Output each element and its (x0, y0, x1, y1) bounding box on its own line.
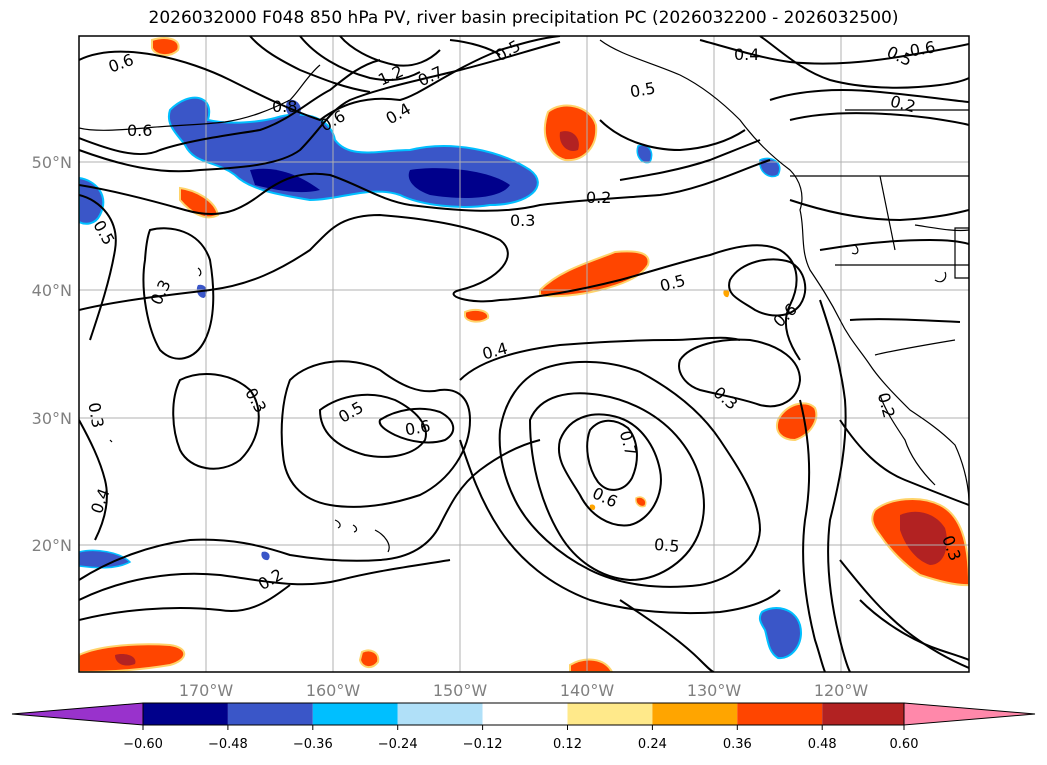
colorbar-tick-label: 0.36 (723, 737, 752, 752)
pv-contours (79, 36, 969, 672)
lon-label-130w: 130°W (687, 681, 742, 700)
lat-label-20n: 20°N (32, 536, 72, 555)
colorbar-frame (142, 702, 905, 726)
figure-title: 2026032000 F048 850 hPa PV, river basin … (148, 8, 899, 28)
map-frame (78, 35, 970, 673)
colorbar-swatch (482, 703, 568, 725)
contour-label: 0.6 (403, 416, 431, 439)
colorbar-swatch (822, 703, 908, 725)
colorbar-tick-label: −0.48 (208, 737, 248, 752)
colorbar-tick-label: 0.24 (638, 737, 667, 752)
colorbar: −0.60 −0.48 −0.36 −0.24 −0.12 0.12 0.24 … (11, 702, 1036, 752)
contour-label: 0.5 (628, 78, 656, 101)
latitude-labels: 50°N 40°N 30°N 20°N (32, 153, 72, 555)
map-content: 0.6 0.6 0.8 0.6 0.4 1.2 0.7 0.5 0.4 0.6 … (79, 36, 969, 672)
contour-label: 0.8 (272, 97, 297, 116)
colorbar-swatch (143, 703, 228, 725)
colorbar-tick-label: −0.60 (123, 737, 163, 752)
colorbar-swatch (397, 703, 483, 725)
lon-label-160w: 160°W (306, 681, 361, 700)
lon-label-140w: 140°W (560, 681, 615, 700)
colorbar-tick-label: 0.48 (808, 737, 837, 752)
lat-label-40n: 40°N (32, 281, 72, 300)
contour-label: 0.6 (908, 37, 936, 60)
contour-label: 0.3 (84, 401, 107, 429)
colorbar-tick-label: −0.36 (293, 737, 333, 752)
colorbar-tick-label: −0.12 (463, 737, 503, 752)
gridlines (79, 36, 969, 672)
contour-label: 0.4 (734, 45, 759, 64)
positive-anomaly-fills (79, 37, 969, 672)
lon-label-170w: 170°W (179, 681, 234, 700)
colorbar-tick-label: −0.24 (378, 737, 418, 752)
colorbar-max-extension (903, 702, 1036, 726)
longitude-labels: 170°W 160°W 150°W 140°W 130°W 120°W (179, 681, 869, 700)
colorbar-ticks (142, 725, 905, 730)
contour-label: 0.2 (586, 188, 611, 207)
colorbar-min-extension (11, 702, 144, 726)
lat-label-30n: 30°N (32, 409, 72, 428)
colorbar-tick-label: 0.12 (553, 737, 582, 752)
negative-anomaly-fills (79, 96, 802, 660)
colorbar-swatch (567, 703, 653, 725)
contour-label: 0.3 (510, 211, 535, 230)
lon-label-150w: 150°W (433, 681, 488, 700)
colorbar-swatch (737, 703, 823, 725)
colorbar-swatch (312, 703, 398, 725)
colorbar-swatch (652, 703, 738, 725)
contour-label: 0.6 (127, 121, 152, 140)
colorbar-tick-label: 0.60 (890, 737, 919, 752)
coastlines (79, 39, 969, 553)
colorbar-swatch (227, 703, 313, 725)
lat-label-50n: 50°N (32, 153, 72, 172)
lon-label-120w: 120°W (814, 681, 869, 700)
contour-label: 0.5 (653, 535, 680, 556)
